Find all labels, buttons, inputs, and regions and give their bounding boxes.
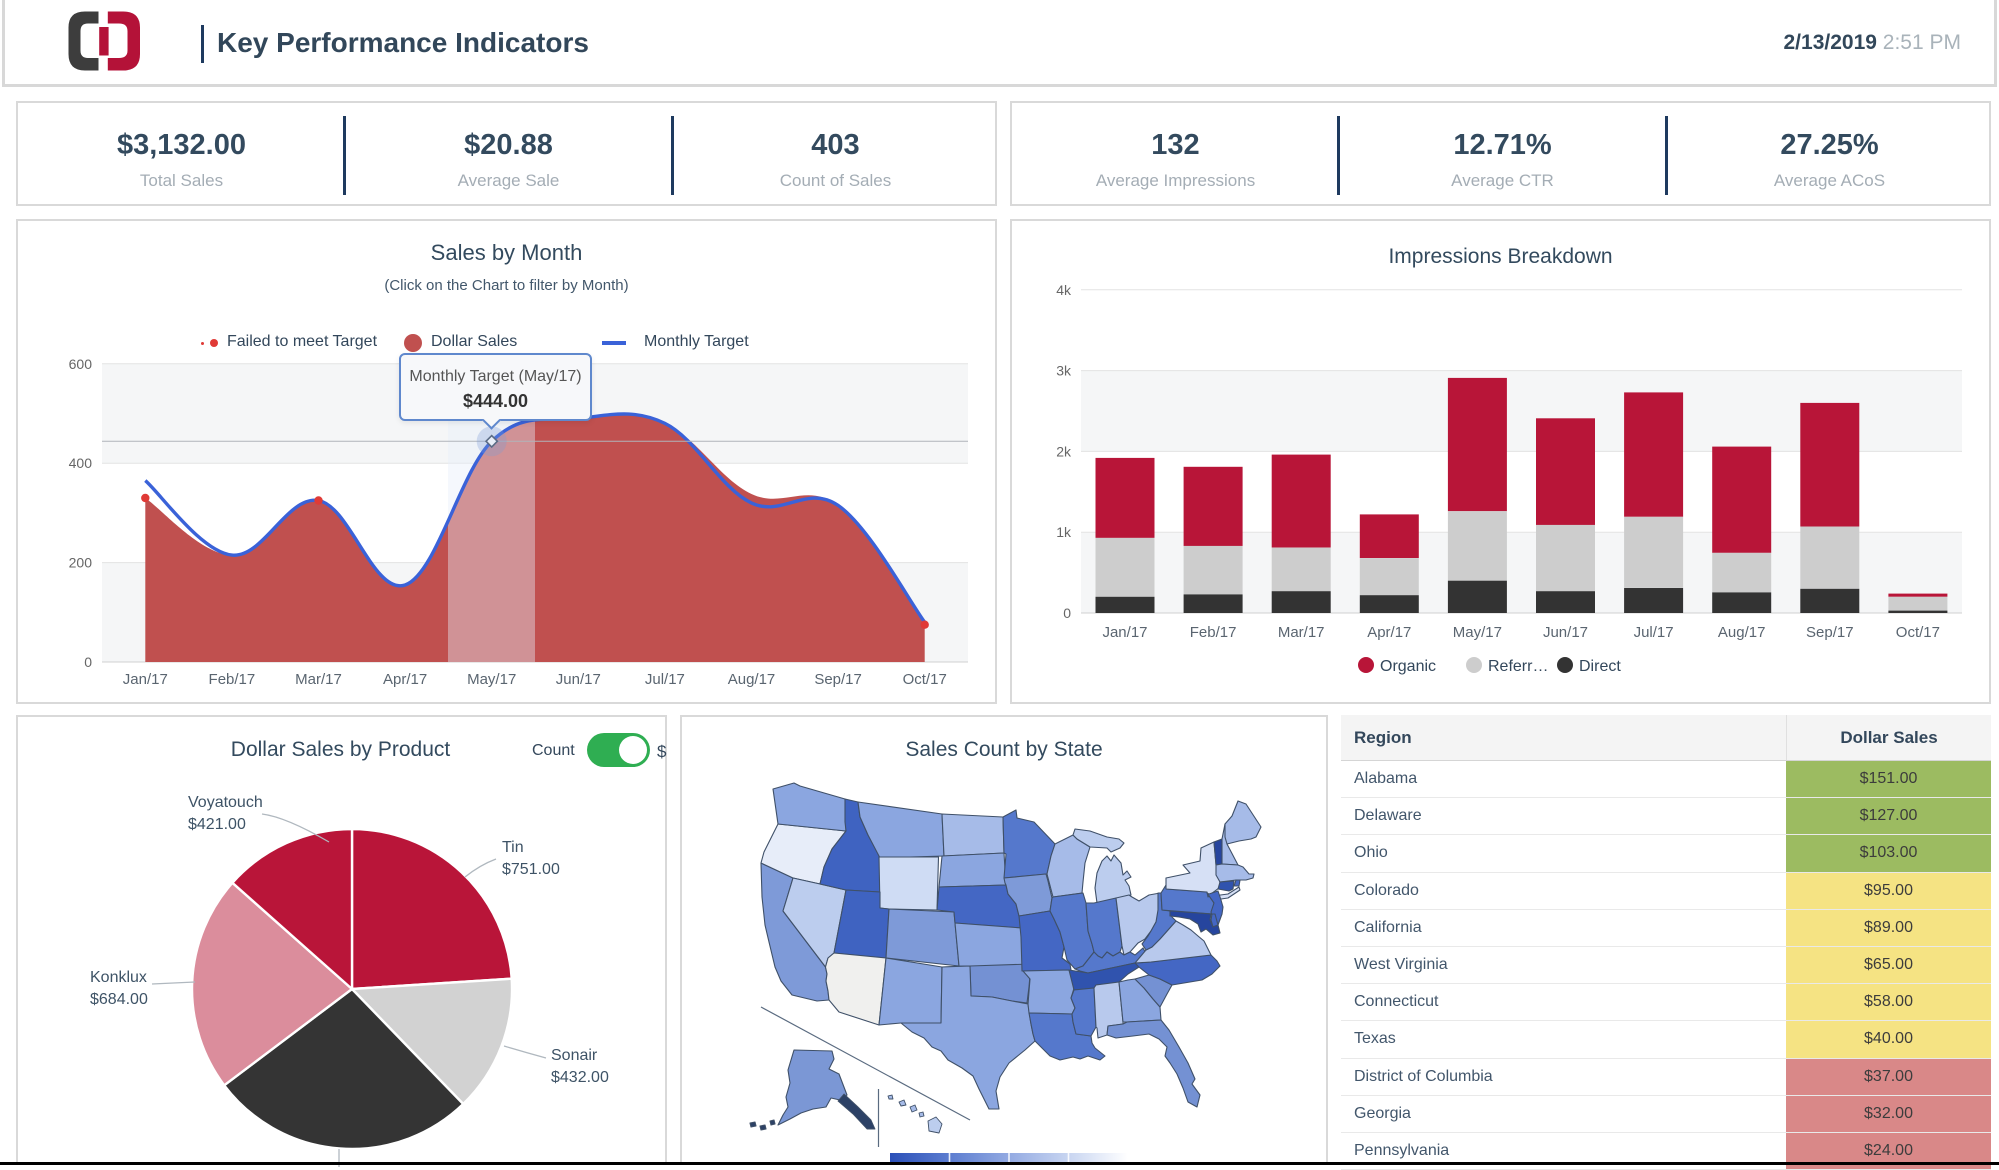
svg-text:Konklux: Konklux — [90, 969, 147, 986]
svg-text:0: 0 — [1063, 605, 1071, 621]
svg-text:400: 400 — [69, 455, 93, 471]
svg-text:Sep/17: Sep/17 — [1806, 624, 1854, 641]
svg-text:May/17: May/17 — [1453, 624, 1502, 641]
svg-text:Organic: Organic — [1380, 658, 1436, 675]
svg-text:Sep/17: Sep/17 — [814, 671, 862, 688]
svg-text:Mar/17: Mar/17 — [1278, 624, 1325, 641]
svg-text:2k: 2k — [1056, 443, 1072, 459]
svg-text:0: 0 — [84, 654, 92, 670]
svg-text:4k: 4k — [1056, 282, 1072, 298]
svg-text:Oct/17: Oct/17 — [903, 671, 947, 688]
svg-text:Apr/17: Apr/17 — [1367, 624, 1411, 641]
svg-text:Aug/17: Aug/17 — [1718, 624, 1766, 641]
svg-text:Jan/17: Jan/17 — [1102, 624, 1147, 641]
svg-text:Apr/17: Apr/17 — [383, 671, 427, 688]
svg-text:Tin: Tin — [502, 839, 524, 856]
svg-text:Feb/17: Feb/17 — [1190, 624, 1237, 641]
svg-text:Voyatouch: Voyatouch — [188, 794, 263, 811]
svg-text:$751.00: $751.00 — [502, 861, 560, 878]
svg-text:200: 200 — [69, 555, 93, 571]
svg-text:May/17: May/17 — [467, 671, 516, 688]
svg-text:Aug/17: Aug/17 — [728, 671, 776, 688]
svg-text:$684.00: $684.00 — [90, 991, 148, 1008]
svg-text:Direct: Direct — [1579, 658, 1621, 675]
svg-text:Jan/17: Jan/17 — [123, 671, 168, 688]
svg-text:Jun/17: Jun/17 — [1543, 624, 1588, 641]
svg-text:Feb/17: Feb/17 — [209, 671, 256, 688]
svg-text:600: 600 — [69, 356, 93, 372]
svg-text:Mar/17: Mar/17 — [295, 671, 342, 688]
svg-text:Jul/17: Jul/17 — [645, 671, 685, 688]
svg-text:Jul/17: Jul/17 — [1634, 624, 1674, 641]
svg-text:Sonair: Sonair — [551, 1047, 598, 1064]
svg-text:Jun/17: Jun/17 — [556, 671, 601, 688]
svg-text:3k: 3k — [1056, 363, 1072, 379]
svg-text:Oct/17: Oct/17 — [1896, 624, 1940, 641]
svg-text:1k: 1k — [1056, 524, 1072, 540]
svg-text:Referr…: Referr… — [1488, 658, 1548, 675]
svg-text:$421.00: $421.00 — [188, 816, 246, 833]
svg-text:$432.00: $432.00 — [551, 1069, 609, 1086]
